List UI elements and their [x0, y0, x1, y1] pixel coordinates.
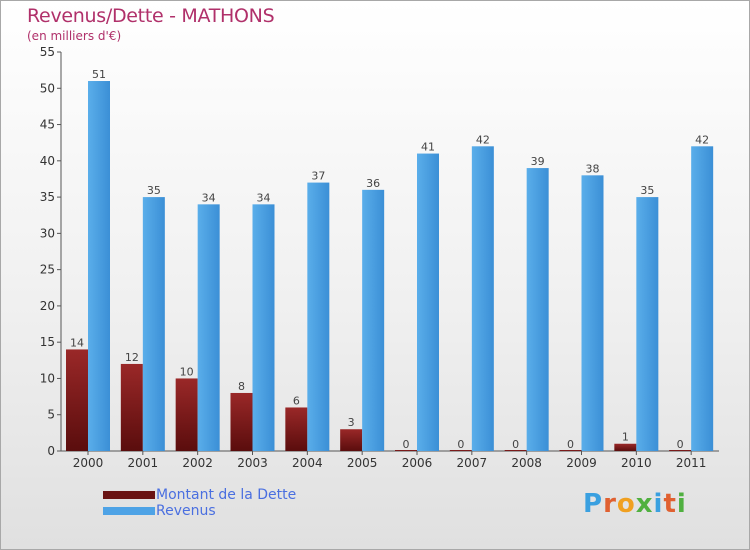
bar-revenus-2000: [88, 81, 110, 451]
data-label-revenus-2009: 38: [586, 162, 600, 175]
data-label-revenus-2005: 36: [366, 177, 380, 190]
bar-debt-2000: [66, 349, 88, 451]
bar-debt-2002: [175, 378, 198, 451]
data-label-debt-2010: 1: [622, 431, 629, 444]
y-tick-label: 20: [40, 299, 55, 313]
bar-debt-2010: [614, 443, 637, 451]
data-label-debt-2001: 12: [125, 351, 139, 364]
bar-debt-2003: [230, 392, 253, 451]
x-tick-label: 2004: [292, 456, 323, 470]
y-tick-label: 10: [40, 371, 55, 385]
data-label-revenus-2008: 39: [531, 155, 545, 168]
bar-revenus-2001: [142, 197, 165, 451]
bar-debt-2008: [504, 450, 527, 451]
y-tick-label: 0: [47, 444, 55, 458]
x-tick-label: 2001: [128, 456, 159, 470]
bar-revenus-2004: [307, 182, 330, 451]
brand-logo-letter: P: [583, 489, 604, 519]
bar-debt-2004: [285, 407, 308, 451]
y-tick-label: 5: [47, 408, 55, 422]
brand-logo-letter: i: [676, 489, 687, 519]
legend-label-revenus: Revenus: [156, 503, 216, 519]
brand-logo-letter: x: [635, 489, 654, 519]
data-label-revenus-2007: 42: [476, 133, 490, 146]
data-label-debt-2002: 10: [180, 365, 194, 378]
y-tick-label: 55: [40, 45, 55, 59]
data-label-revenus-2004: 37: [311, 170, 325, 183]
data-label-debt-2009: 0: [567, 438, 574, 451]
brand-logo-letter: o: [616, 489, 636, 519]
data-label-revenus-2006: 41: [421, 141, 435, 154]
bar-revenus-2009: [581, 175, 604, 451]
legend-swatch-debt: [103, 491, 155, 499]
data-label-revenus-2011: 42: [695, 133, 709, 146]
data-label-revenus-2000: 51: [92, 68, 106, 81]
x-tick-label: 2006: [402, 456, 433, 470]
brand-logo-letter: t: [663, 489, 677, 519]
y-tick-label: 30: [40, 226, 55, 240]
y-tick-label: 15: [40, 335, 55, 349]
data-label-debt-2007: 0: [457, 438, 464, 451]
bar-revenus-2002: [197, 204, 220, 451]
data-label-debt-2003: 8: [238, 380, 245, 393]
data-label-debt-2011: 0: [677, 438, 684, 451]
bar-debt-2009: [559, 450, 582, 451]
bar-debt-2011: [669, 450, 692, 451]
y-tick-label: 50: [40, 81, 55, 95]
brand-logo-letter: i: [653, 489, 664, 519]
x-tick-label: 2011: [676, 456, 707, 470]
bar-debt-2007: [449, 450, 472, 451]
y-tick-label: 25: [40, 263, 55, 277]
data-label-revenus-2001: 35: [147, 184, 161, 197]
chart-subtitle: (en milliers d'€): [27, 29, 122, 43]
data-label-debt-2006: 0: [403, 438, 410, 451]
bar-debt-2001: [120, 363, 143, 451]
legend-label-debt: Montant de la Dette: [156, 487, 297, 503]
y-tick-label: 35: [40, 190, 55, 204]
data-label-debt-2008: 0: [512, 438, 519, 451]
y-tick-label: 40: [40, 154, 55, 168]
bar-debt-2006: [395, 450, 417, 451]
x-tick-label: 2005: [347, 456, 378, 470]
bar-revenus-2007: [471, 146, 494, 452]
data-label-debt-2005: 3: [348, 416, 355, 429]
bar-revenus-2003: [252, 204, 275, 451]
legend-swatch-revenus: [103, 507, 155, 515]
x-tick-label: 2009: [566, 456, 597, 470]
brand-logo: Proxiti: [583, 489, 687, 519]
x-tick-label: 2008: [511, 456, 542, 470]
bar-revenus-2005: [362, 189, 385, 451]
x-tick-label: 2003: [237, 456, 268, 470]
bar-revenus-2010: [636, 197, 659, 451]
x-tick-label: 2002: [182, 456, 213, 470]
x-tick-label: 2000: [73, 456, 104, 470]
x-tick-label: 2007: [457, 456, 488, 470]
bar-debt-2005: [340, 429, 363, 451]
data-label-revenus-2002: 34: [202, 191, 216, 204]
bar-revenus-2011: [691, 146, 714, 452]
data-label-debt-2004: 6: [293, 394, 300, 407]
bar-revenus-2006: [417, 153, 439, 451]
data-label-revenus-2003: 34: [257, 191, 271, 204]
brand-logo-letter: r: [603, 489, 617, 519]
bar-revenus-2008: [526, 168, 549, 451]
x-tick-label: 2010: [621, 456, 652, 470]
y-tick-label: 45: [40, 118, 55, 132]
data-label-debt-2000: 14: [70, 336, 84, 349]
data-label-revenus-2010: 35: [640, 184, 654, 197]
chart-title: Revenus/Dette - MATHONS: [27, 5, 275, 27]
